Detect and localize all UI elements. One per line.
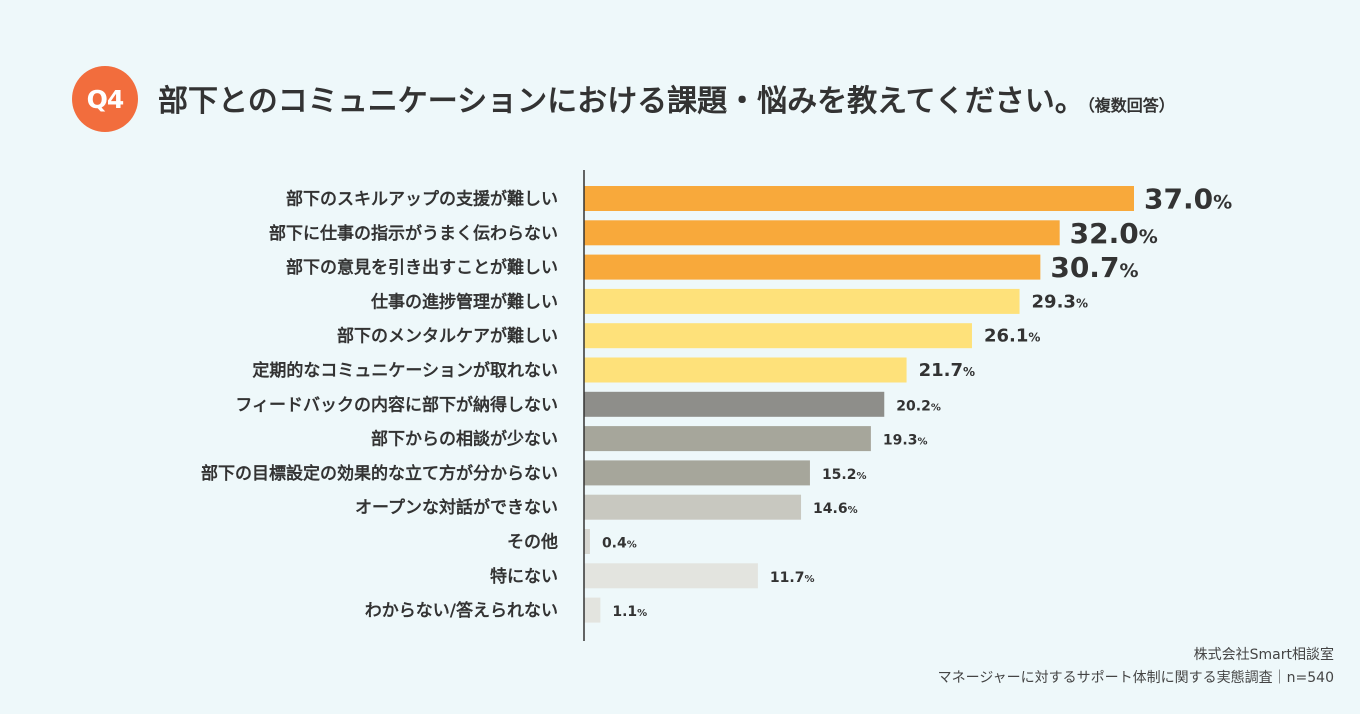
category-label-12: 特にない xyxy=(490,566,558,587)
bar-6 xyxy=(584,357,907,383)
bar-8 xyxy=(584,426,871,452)
value-label-3: 30.7% xyxy=(1050,251,1138,284)
category-label-11: その他 xyxy=(507,532,558,553)
chart-title: 部下とのコミュニケーションにおける課題・悩みを教えてください。 （複数回答） xyxy=(158,76,1175,120)
bar-13 xyxy=(584,597,601,623)
value-label-5: 26.1% xyxy=(984,326,1040,347)
category-label-6: 定期的なコミュニケーションが取れない xyxy=(252,360,558,381)
bar-11 xyxy=(584,529,590,554)
value-label-13: 1.1% xyxy=(612,604,647,620)
value-label-2: 32.0% xyxy=(1070,217,1158,250)
bar-2 xyxy=(584,220,1060,246)
bar-12 xyxy=(584,563,758,589)
value-label-4: 29.3% xyxy=(1032,291,1088,312)
value-label-7: 20.2% xyxy=(896,398,941,414)
category-label-7: フィードバックの内容に部下が納得しない xyxy=(235,394,558,415)
chart-title-note: （複数回答） xyxy=(1086,96,1175,115)
category-label-13: わからない/答えられない xyxy=(365,600,558,621)
bar-1 xyxy=(584,186,1134,211)
value-label-11: 0.4% xyxy=(602,536,637,552)
category-label-1: 部下のスキルアップの支援が難しい xyxy=(286,189,558,210)
value-label-9: 15.2% xyxy=(822,467,867,483)
bar-7 xyxy=(584,391,885,417)
bar-3 xyxy=(584,254,1041,280)
question-badge: Q4 xyxy=(72,66,138,132)
value-label-12: 11.7% xyxy=(770,570,815,586)
bar-5 xyxy=(584,323,972,349)
value-label-6: 21.7% xyxy=(919,360,975,381)
category-label-5: 部下のメンタルケアが難しい xyxy=(337,326,558,347)
value-label-1: 37.0% xyxy=(1144,183,1232,216)
category-label-3: 部下の意見を引き出すことが難しい xyxy=(286,257,558,278)
chart-title-text: 部下とのコミュニケーションにおける課題・悩みを教えてください。 xyxy=(158,84,1085,119)
category-label-2: 部下に仕事の指示がうまく伝わらない xyxy=(269,223,558,244)
footer-company: 株式会社Smart相談室 xyxy=(1193,647,1334,663)
footer: 株式会社Smart相談室 マネージャーに対するサポート体制に関する実態調査｜n=… xyxy=(938,644,1334,690)
value-label-8: 19.3% xyxy=(883,433,928,449)
value-label-10: 14.6% xyxy=(813,501,858,517)
category-label-4: 仕事の進捗管理が難しい xyxy=(370,291,558,312)
bar-10 xyxy=(584,494,802,520)
category-label-9: 部下の目標設定の効果的な立て方が分からない xyxy=(201,463,558,484)
bar-4 xyxy=(584,288,1020,314)
category-label-10: オープンな対話ができない xyxy=(355,497,558,518)
bar-9 xyxy=(584,460,810,486)
category-label-8: 部下からの相談が少ない xyxy=(371,429,558,450)
footer-survey: マネージャーに対するサポート体制に関する実態調査｜n=540 xyxy=(937,670,1334,686)
